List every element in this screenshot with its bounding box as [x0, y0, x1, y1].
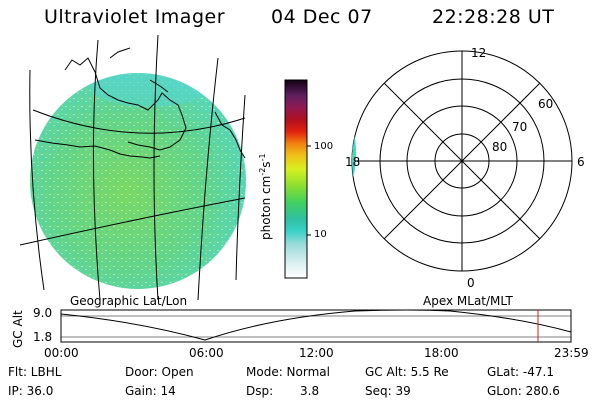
polar-label-12: 12: [471, 46, 487, 60]
ip-value: IP: 36.0: [8, 384, 54, 398]
colorbar-unit-label: photon cm-2s-1: [258, 153, 273, 240]
orbit-ytick-top: 9.0: [33, 306, 53, 320]
gain-value: Gain: 14: [125, 384, 176, 398]
orbit-xtick: 00:00: [44, 346, 79, 360]
door-value: Door: Open: [125, 365, 194, 379]
earth-image: [30, 73, 246, 289]
dsp-label: Dsp:: [246, 384, 274, 398]
orbit-ytick-bottom: 1.8: [33, 330, 53, 344]
orbit-xtick: 12:00: [299, 346, 334, 360]
colorbar-tick-10: 10: [314, 229, 327, 240]
aurora-patch: [352, 125, 356, 181]
seq-value: Seq: 39: [365, 384, 411, 398]
orbit-right-title: Apex MLat/MLT: [423, 294, 513, 308]
date-label: 04 Dec 07: [271, 6, 373, 28]
colorbar-tick-100: 100: [314, 141, 334, 152]
dsp-value: 3.8: [300, 384, 320, 398]
coastline: [34, 47, 246, 159]
polar-label-70: 70: [512, 120, 528, 134]
gc-alt-value: GC Alt: 5.5 Re: [365, 365, 449, 379]
geo-grid: [19, 34, 246, 301]
orbit-left-title: Geographic Lat/Lon: [70, 294, 188, 308]
polar-label-80: 80: [492, 140, 508, 154]
orbit-xtick: 06:00: [189, 346, 224, 360]
orbit-xtick: 23:59: [554, 346, 589, 360]
polar-label-18: 18: [345, 155, 361, 169]
colorbar: [284, 79, 311, 279]
time-label: 22:28:28 UT: [432, 6, 555, 28]
polar-label-0: 0: [467, 276, 475, 290]
polar-label-6: 6: [577, 155, 585, 169]
filter-value: Flt: LBHL: [8, 365, 62, 379]
glat-value: GLat: -47.1: [487, 365, 554, 379]
glon-value: GLon: 280.6: [487, 384, 560, 398]
orbit-xtick: 18:00: [424, 346, 459, 360]
polar-label-60: 60: [538, 97, 554, 111]
orbit-panel: [60, 309, 572, 343]
orbit-yaxis-label: GC Alt: [11, 310, 25, 348]
instrument-title: Ultraviolet Imager: [44, 6, 226, 28]
mode-value: Mode: Normal: [246, 365, 330, 379]
polar-plot: [351, 50, 573, 272]
